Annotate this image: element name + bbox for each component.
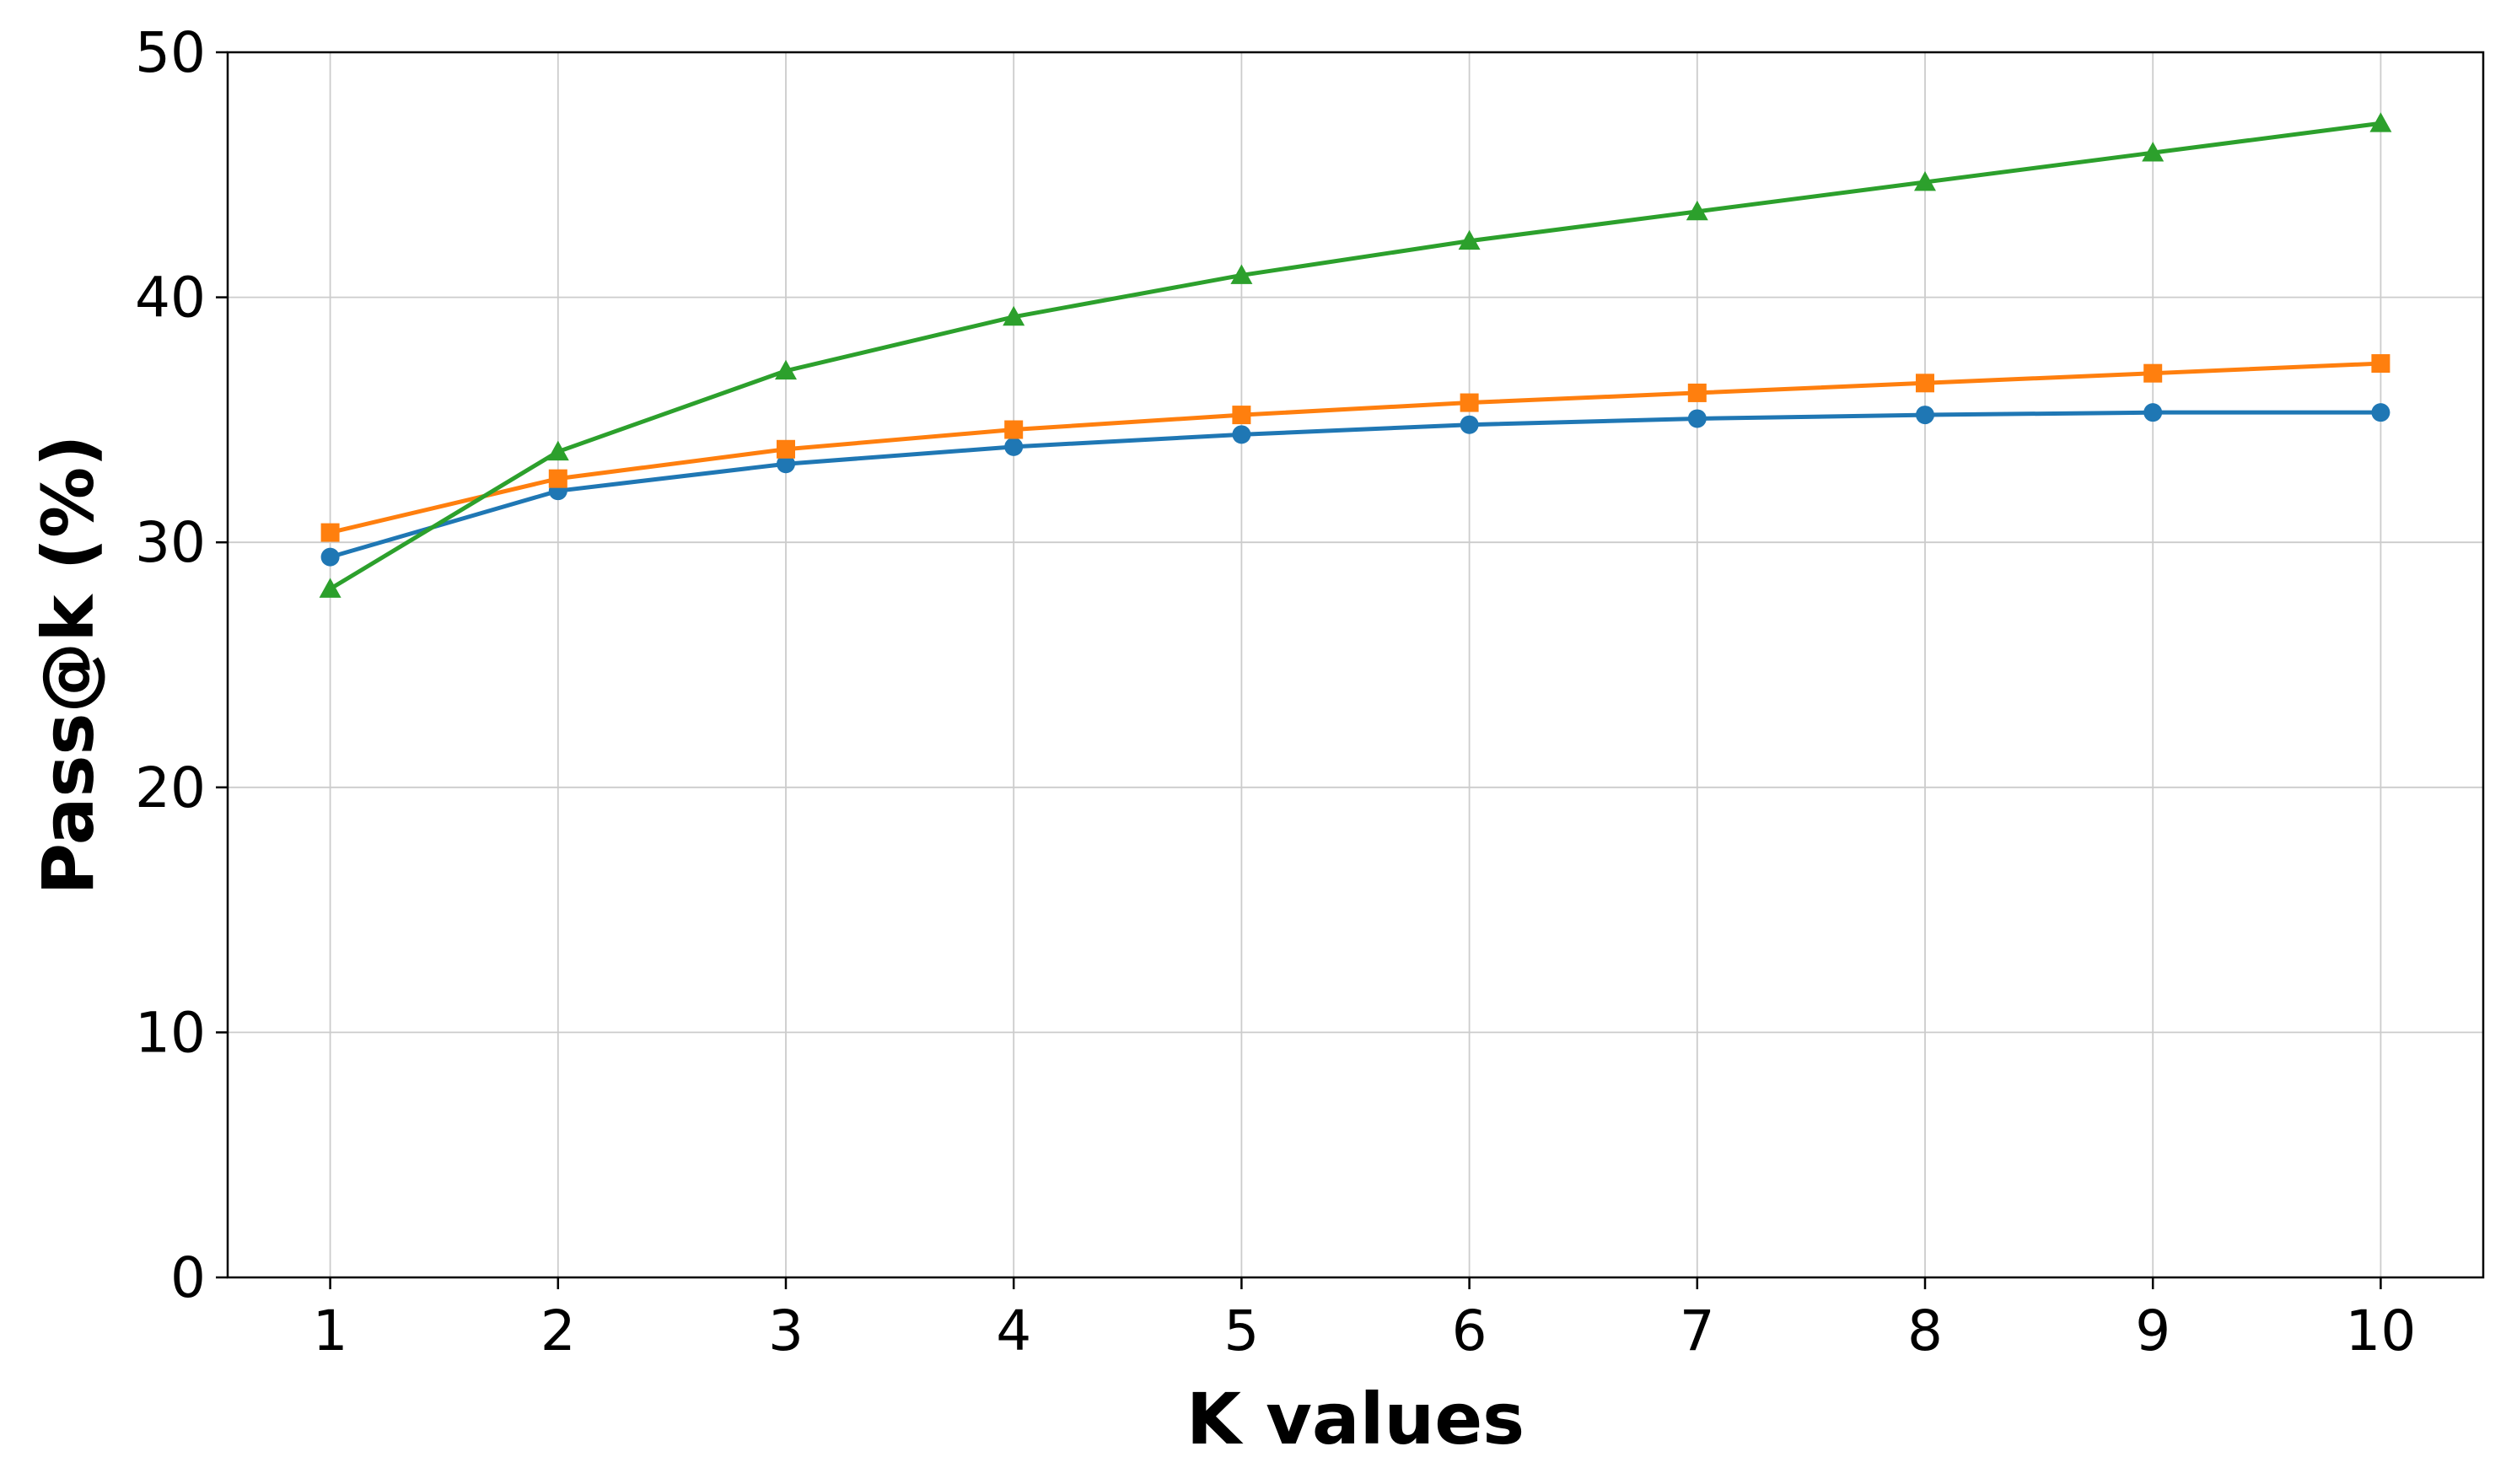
x-tick-label: 9 (2135, 1298, 2170, 1363)
x-tick-label: 5 (1223, 1298, 1259, 1363)
data-point (776, 454, 795, 474)
series-3 (319, 112, 2392, 598)
data-point (1460, 415, 1479, 434)
x-tick-label: 3 (768, 1298, 804, 1363)
series-1 (320, 403, 2390, 567)
data-point (320, 547, 340, 567)
x-tick-label: 2 (540, 1298, 576, 1363)
data-point (2371, 354, 2390, 374)
x-tick-label: 8 (1907, 1298, 1943, 1363)
data-point (1916, 406, 1935, 425)
y-axis-label: Pass@k (%) (27, 434, 110, 895)
y-tick-label: 40 (135, 266, 206, 331)
x-tick-label: 7 (1680, 1298, 1715, 1363)
data-point (2143, 363, 2163, 383)
y-tick-label: 10 (135, 1000, 206, 1065)
data-point (2142, 142, 2165, 162)
data-point (2369, 112, 2392, 132)
data-point (1004, 420, 1024, 439)
series-line (330, 361, 2381, 535)
data-point (1232, 406, 1251, 425)
data-point (776, 439, 795, 459)
data-point (1458, 229, 1481, 250)
x-tick-label: 4 (996, 1298, 1031, 1363)
y-tick-label: 30 (135, 510, 206, 575)
x-axis-label: K values (1186, 1378, 1525, 1460)
data-point (320, 523, 340, 542)
data-point (2143, 403, 2163, 422)
data-point (1460, 393, 1479, 412)
y-tick-label: 50 (135, 20, 206, 85)
y-tick-label: 0 (170, 1245, 206, 1310)
data-point (1003, 305, 1025, 326)
series-line (329, 410, 2381, 560)
data-point (319, 578, 341, 598)
series-line (329, 121, 2381, 591)
x-tick-label: 6 (1452, 1298, 1487, 1363)
data-point (1230, 264, 1253, 284)
data-point (1232, 425, 1251, 444)
y-tick-label: 20 (135, 755, 206, 820)
data-point (1004, 437, 1024, 456)
data-point (1687, 383, 1707, 402)
series-2 (320, 354, 2390, 542)
data-point (774, 359, 797, 380)
data-point (1687, 409, 1707, 428)
data-point (1686, 200, 1708, 221)
x-tick-label: 10 (2345, 1298, 2416, 1363)
data-point (1916, 374, 1935, 393)
x-tick-label: 1 (313, 1298, 348, 1363)
series-layer (319, 112, 2392, 598)
data-point (2371, 403, 2390, 422)
data-point (548, 469, 567, 488)
data-point (1914, 171, 1937, 191)
data-point (546, 440, 569, 461)
plot-frame (226, 51, 2485, 1279)
axis-ticks: 1 2 3 4 5 6 7 8 9 10 0 10 20 30 40 50 (135, 20, 2416, 1363)
